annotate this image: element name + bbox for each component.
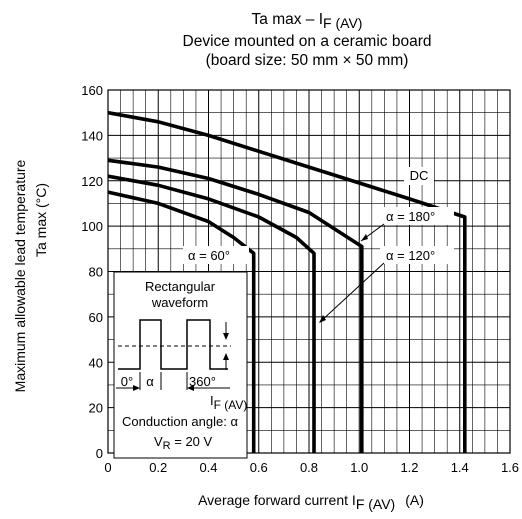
y-tick-label: 40 [89, 355, 103, 370]
chart-title-line2: Device mounted on a ceramic board [183, 33, 432, 50]
x-tick-label: 0.8 [300, 460, 318, 475]
inset-0deg: 0° [121, 374, 133, 389]
y-tick-label: 120 [81, 174, 103, 189]
x-tick-label: 0 [104, 460, 111, 475]
y-tick-label: 80 [89, 265, 103, 280]
series-line-2 [107, 174, 316, 453]
inset-title-line2: waveform [151, 295, 208, 310]
x-tick-label: 1.4 [451, 460, 469, 475]
y-axis-label-line2: Ta max (°C) [33, 183, 49, 257]
tick-labels: 0 0.2 0.4 0.6 0.8 1.0 1.2 1.4 1.6 0 20 40 60 80 100 120… [81, 83, 519, 475]
if-arrowhead-top [223, 333, 229, 340]
period-arrowhead-left [133, 385, 140, 391]
a120-label: α = 120° [386, 248, 435, 263]
a120-arrowhead [319, 315, 326, 323]
a120-leader [319, 262, 385, 323]
inset-alpha: α [146, 374, 154, 389]
waveform-trace [118, 319, 228, 370]
y-axis-label-line1: Maximum allowable lead temperature [12, 159, 28, 392]
dc-label: DC [410, 168, 429, 183]
x-tick-label: 0.2 [149, 460, 167, 475]
x-tick-label: 0.4 [199, 460, 217, 475]
y-tick-label: 100 [81, 219, 103, 234]
inset-conduction-angle: Conduction angle: α [122, 414, 238, 429]
x-tick-label: 1.0 [350, 460, 368, 475]
period-arrowhead-right [187, 385, 194, 391]
y-tick-label: 20 [89, 401, 103, 416]
x-tick-label: 0.6 [250, 460, 268, 475]
chart-title-line3: (board size: 50 mm × 50 mm) [206, 52, 409, 69]
inset-if-label: IF (AV) [210, 393, 247, 412]
x-tick-label: 1.2 [400, 460, 418, 475]
dc-label-bg [404, 167, 434, 185]
series-labels: DC α = 180° α = 120° α = 60° [183, 167, 454, 323]
inset-box [113, 271, 248, 459]
chart-title-line1: Ta max – IF (AV) [252, 11, 363, 31]
a180-arrowhead [361, 234, 368, 241]
series-line-3 [107, 190, 256, 453]
grid [107, 89, 511, 454]
a180-label-bg [380, 207, 454, 225]
x-tick-label: 1.6 [501, 460, 519, 475]
waveform-inset: Rectangular waveform 0° α 360° IF (AV) C… [113, 271, 248, 459]
plot-frame [107, 89, 511, 454]
inset-title-line1: Rectangular [145, 279, 216, 294]
series-line-1 [107, 158, 364, 453]
x-axis-label: Average forward current IF (AV) (A) [198, 492, 424, 512]
inset-vr: VR = 20 V [154, 434, 213, 452]
inset-360deg: 360° [189, 374, 216, 389]
a120-label-bg [380, 246, 454, 264]
y-tick-label: 160 [81, 83, 103, 98]
y-tick-label: 60 [89, 310, 103, 325]
a60-label: α = 60° [188, 248, 230, 263]
a60-label-bg [183, 246, 249, 264]
y-tick-label: 0 [96, 446, 103, 461]
if-arrowhead-bottom [223, 353, 229, 360]
y-tick-label: 140 [81, 128, 103, 143]
a180-label: α = 180° [386, 209, 435, 224]
